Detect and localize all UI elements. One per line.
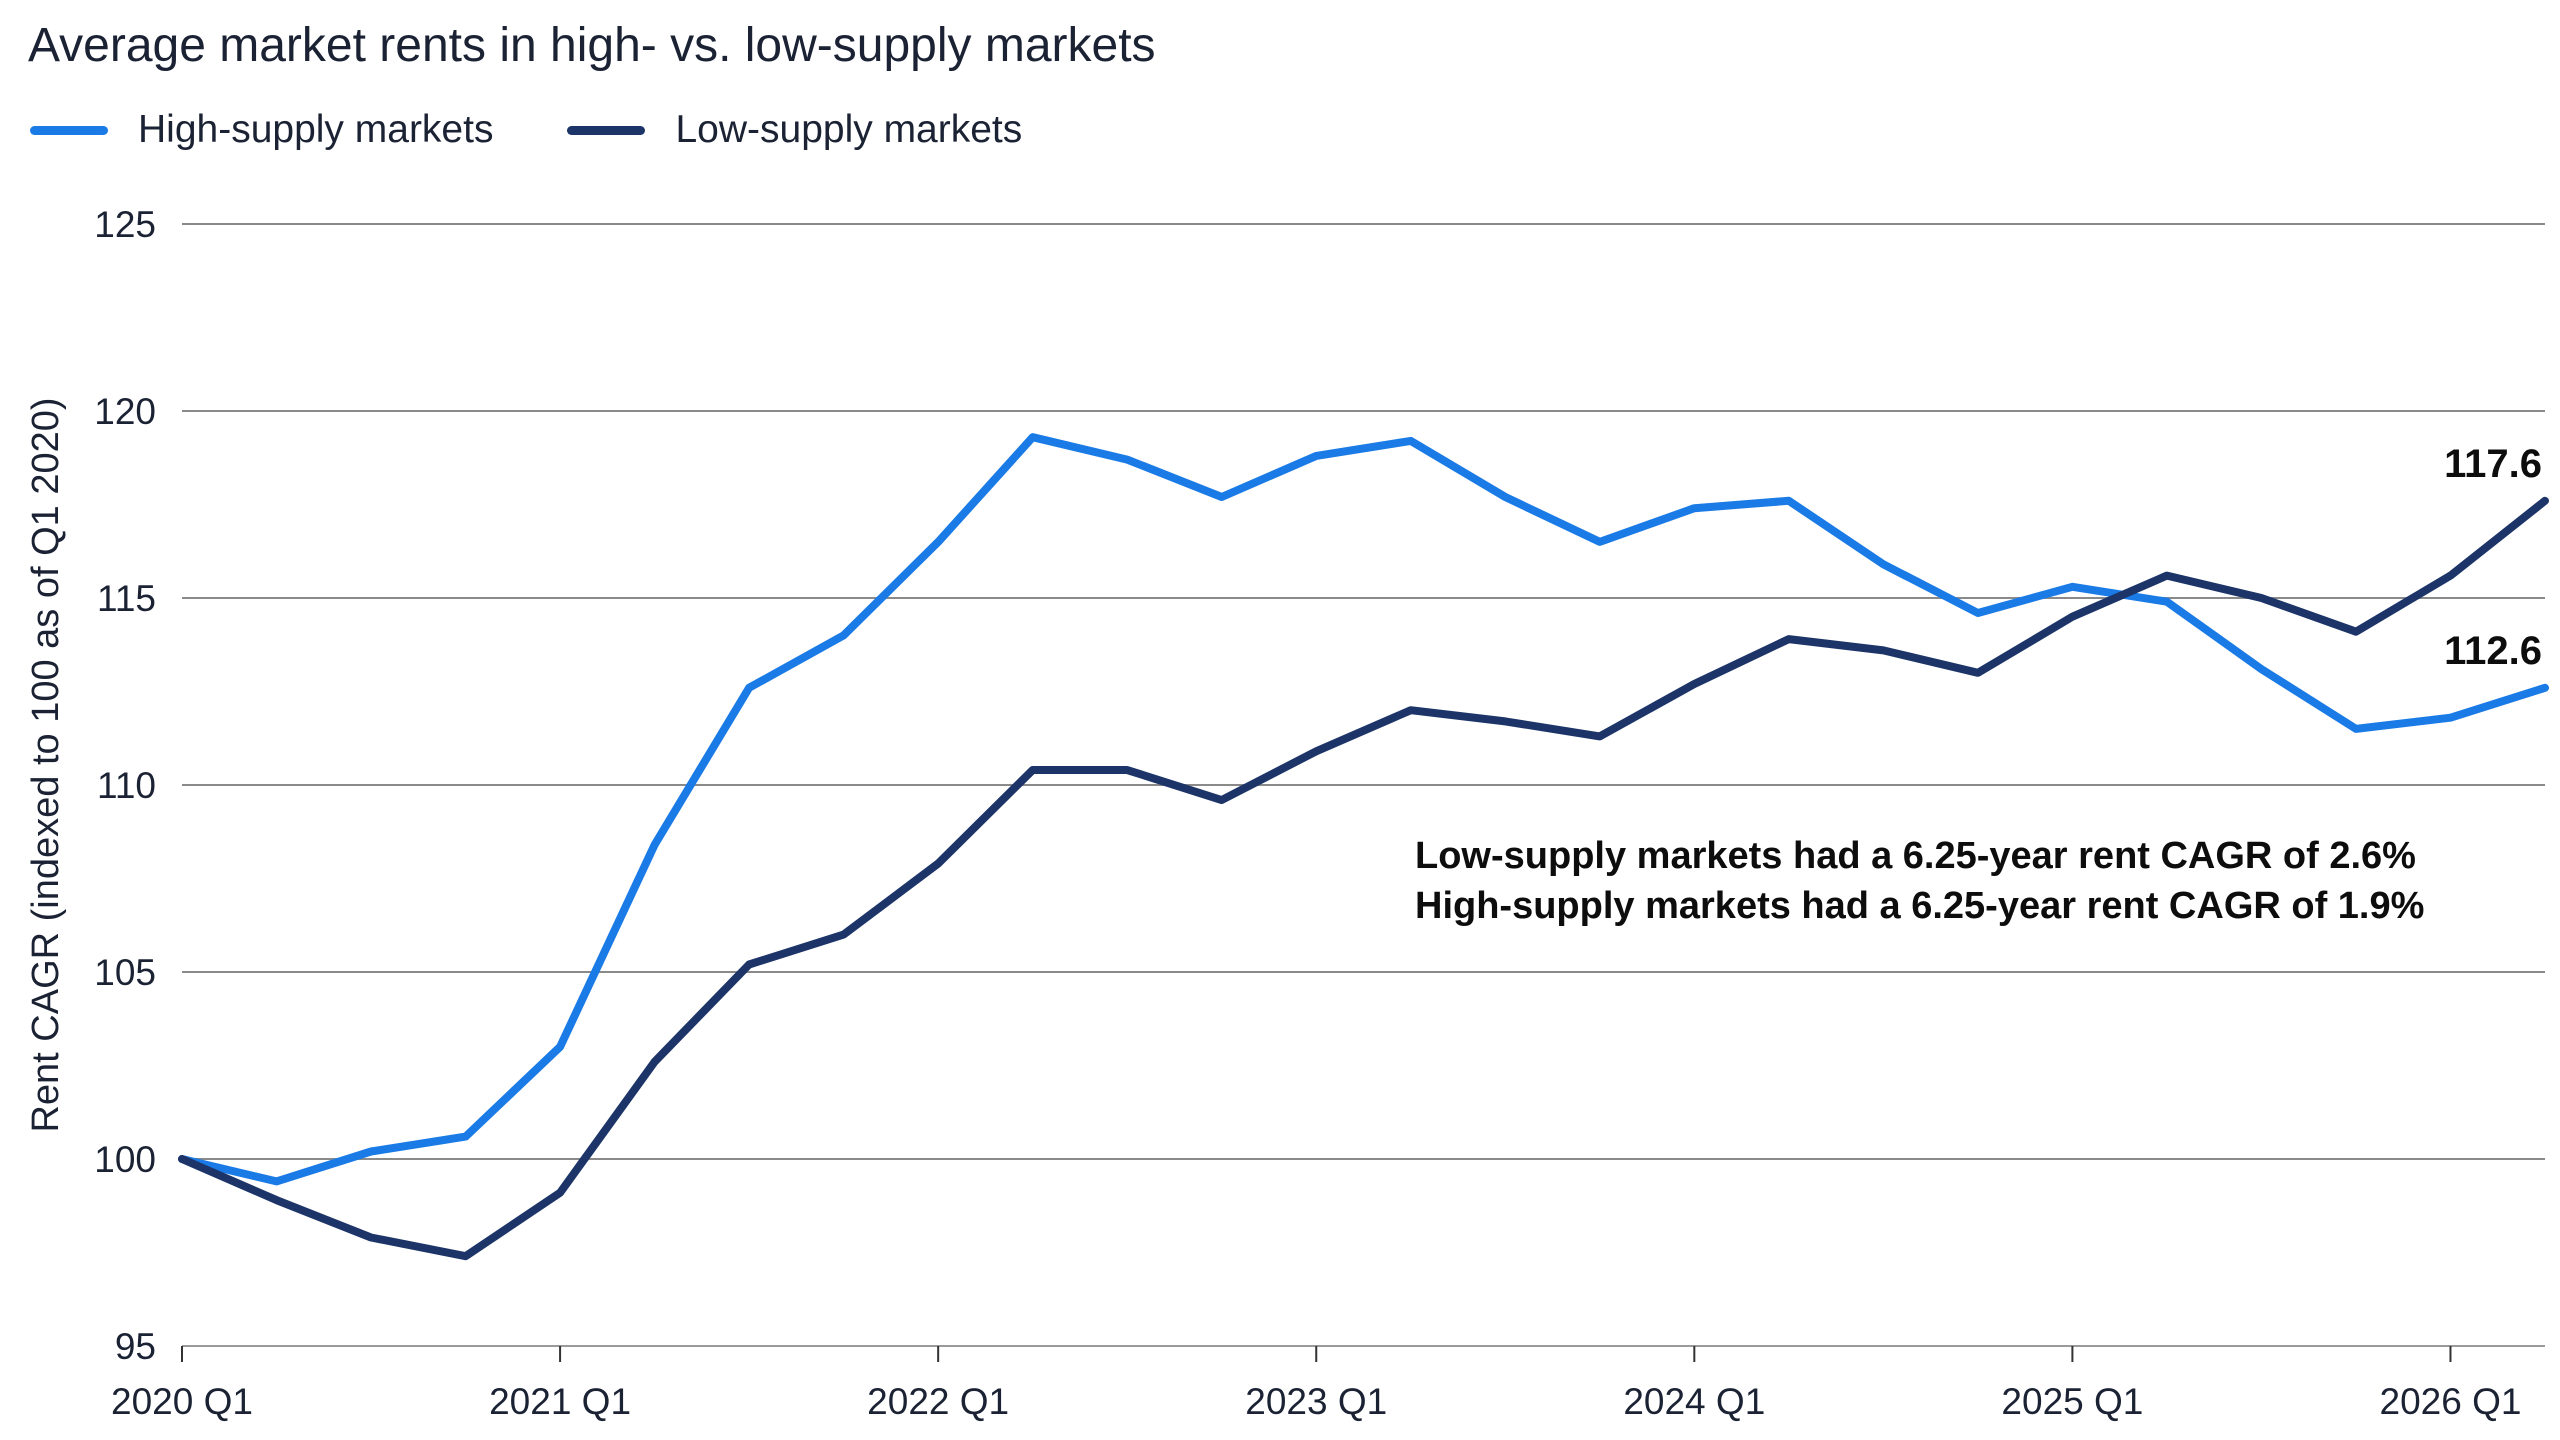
y-tick-label: 110 xyxy=(97,765,156,806)
legend-item-low-supply: Low-supply markets xyxy=(567,108,1022,152)
series-line-high-supply-markets xyxy=(178,433,2549,1186)
y-tick-label: 100 xyxy=(94,1139,156,1180)
x-axis-ticks: 2020 Q1 2021 Q1 2022 Q1 2023 Q1 2024 Q1 2025 … xyxy=(111,1346,2521,1422)
y-tick-label: 105 xyxy=(94,952,156,993)
grid-lines xyxy=(182,223,2545,1160)
legend-swatch-low-supply xyxy=(567,125,646,135)
x-tick-label: 2021 Q1 xyxy=(489,1381,631,1422)
annotation-high-supply-cagr: High-supply markets had a 6.25-year rent… xyxy=(1415,885,2424,927)
annotation-low-supply-cagr: Low-supply markets had a 6.25-year rent … xyxy=(1415,835,2416,877)
x-tick-label: 2025 Q1 xyxy=(2001,1381,2143,1422)
legend-label-high-supply: High-supply markets xyxy=(138,108,494,151)
y-axis-label: Rent CAGR (indexed to 100 as of Q1 2020) xyxy=(25,397,67,1132)
legend-item-high-supply: High-supply markets xyxy=(30,108,493,152)
legend-label-low-supply: Low-supply markets xyxy=(675,108,1023,151)
end-label-high-supply-markets: 112.6 xyxy=(2444,629,2542,673)
y-tick-label: 120 xyxy=(94,391,156,432)
legend-swatch-high-supply xyxy=(30,125,108,135)
x-tick-label: 2022 Q1 xyxy=(867,1381,1009,1422)
chart-title: Average market rents in high- vs. low-su… xyxy=(28,19,1156,72)
y-tick-label: 95 xyxy=(115,1326,156,1367)
series-lines xyxy=(178,433,2549,1261)
end-labels: 112.6 117.6 xyxy=(2444,442,2542,673)
legend: High-supply markets Low-supply markets xyxy=(30,108,1096,152)
y-tick-label: 125 xyxy=(94,204,156,245)
y-axis-ticks: 95 100 105 110 115 120 125 xyxy=(94,204,156,1367)
x-tick-label: 2020 Q1 xyxy=(111,1381,253,1422)
y-tick-label: 115 xyxy=(97,578,156,619)
x-tick-label: 2024 Q1 xyxy=(1623,1381,1765,1422)
series-line-low-supply-markets xyxy=(178,496,2549,1261)
x-tick-label: 2023 Q1 xyxy=(1245,1381,1387,1422)
end-label-low-supply-markets: 117.6 xyxy=(2444,442,2542,486)
x-tick-label: 2026 Q1 xyxy=(2380,1381,2522,1422)
